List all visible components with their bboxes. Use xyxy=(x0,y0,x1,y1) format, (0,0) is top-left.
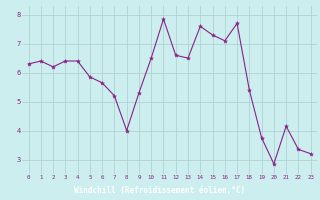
Text: Windchill (Refroidissement éolien,°C): Windchill (Refroidissement éolien,°C) xyxy=(75,186,245,196)
